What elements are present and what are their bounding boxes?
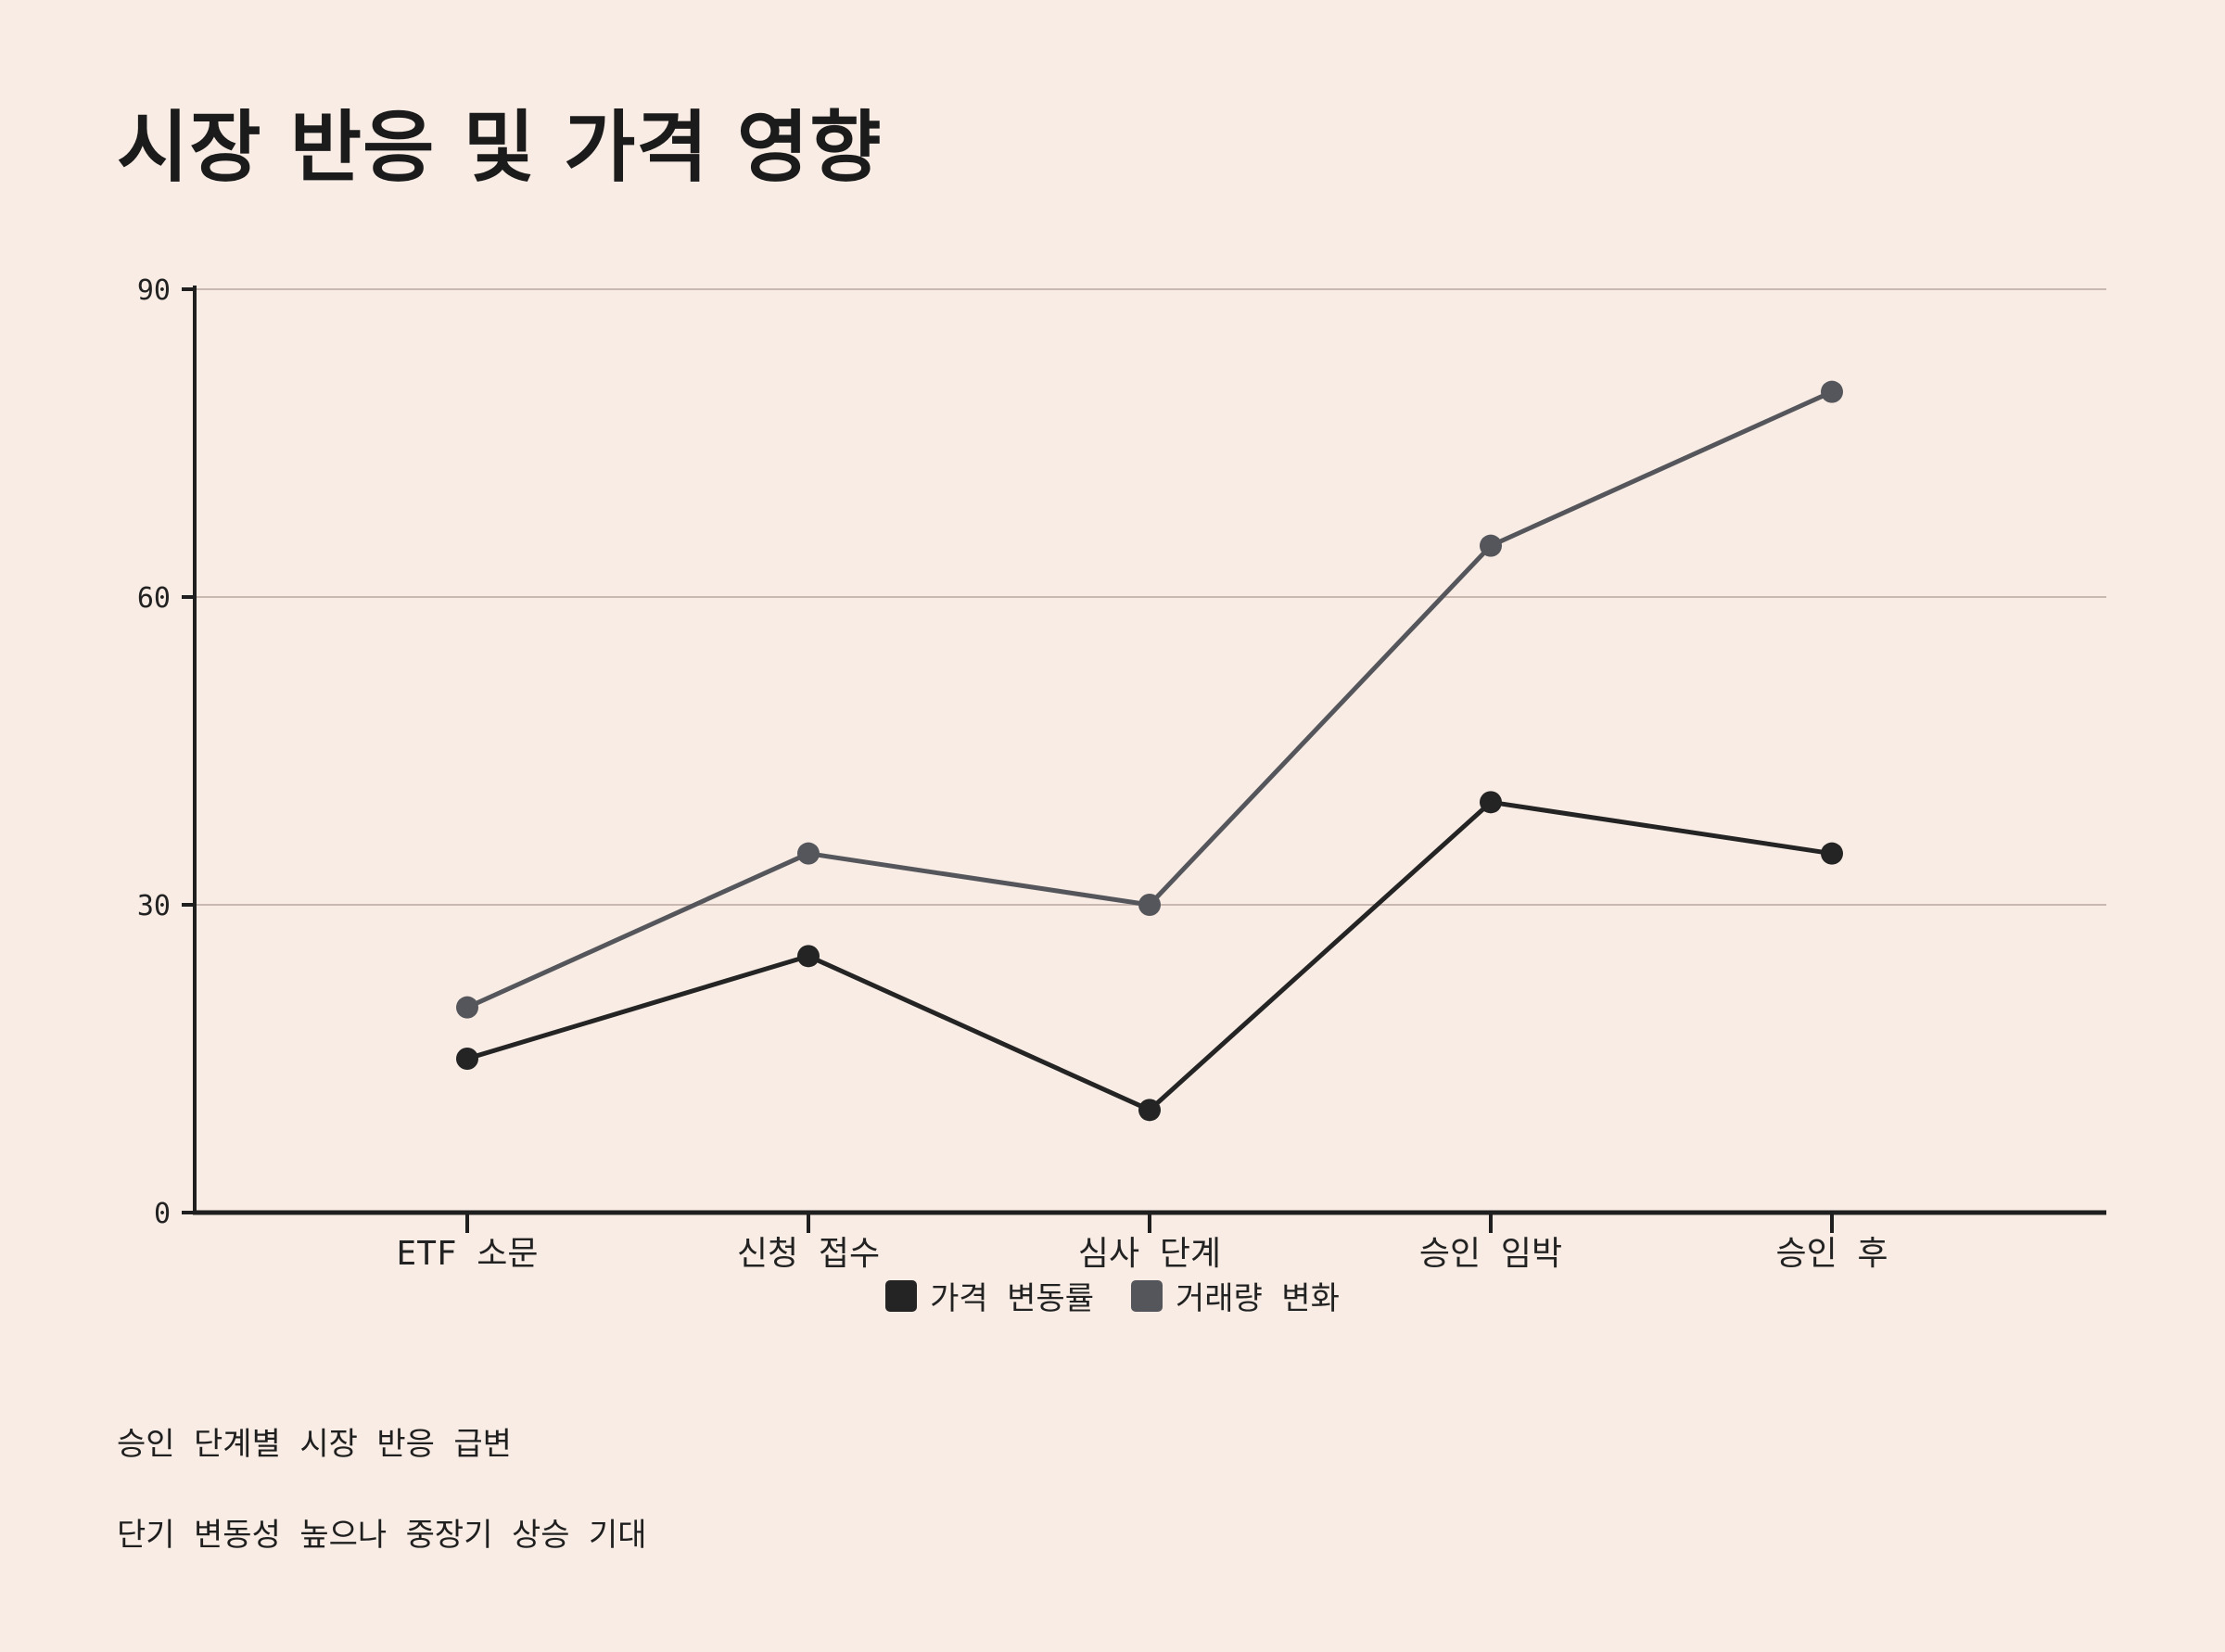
y-tick-label-0: 0 <box>154 1198 171 1230</box>
data-point-price-0 <box>456 1048 478 1070</box>
data-point-volume-2 <box>1138 894 1161 916</box>
x-tick-label-2: 심사 단계 <box>1078 1235 1221 1273</box>
data-point-volume-3 <box>1480 534 1502 557</box>
chart-series <box>456 380 1843 1122</box>
grid-lines <box>195 288 2106 906</box>
legend-label-volume: 거래량 변화 <box>1176 1280 1340 1317</box>
x-tick-label-1: 신청 접수 <box>737 1235 880 1273</box>
legend-label-price: 가격 변동률 <box>930 1280 1094 1317</box>
note-long-term-outlook: 단기 변동성 높으나 중장기 상승 기대 <box>117 1517 647 1554</box>
legend-item-price[interactable]: 가격 변동률 <box>885 1273 1094 1318</box>
series-line-price <box>466 799 1833 1112</box>
legend-swatch-price <box>885 1279 918 1312</box>
y-tick-label-90: 90 <box>137 274 171 307</box>
x-tick-label-0: ETF 소문 <box>397 1235 539 1273</box>
y-tick-label-60: 60 <box>137 582 171 615</box>
chart-legend: 가격 변동률 거래량 변화 <box>0 1273 2225 1318</box>
chart-axes <box>193 286 2106 1215</box>
legend-item-volume[interactable]: 거래량 변화 <box>1131 1273 1340 1318</box>
data-point-price-1 <box>797 945 820 968</box>
y-tick-label-30: 30 <box>137 890 171 922</box>
legend-swatch-volume <box>1131 1279 1163 1312</box>
data-point-volume-0 <box>456 996 478 1019</box>
x-tick-label-4: 승인 후 <box>1775 1235 1888 1273</box>
x-axis-ticks: ETF 소문 신청 접수 심사 단계 승인 임박 승인 후 <box>397 1213 1888 1273</box>
data-point-price-4 <box>1821 842 1843 865</box>
x-tick-label-3: 승인 임박 <box>1419 1235 1562 1273</box>
data-point-price-3 <box>1480 791 1502 814</box>
page-title: 시장 반응 및 가격 영향 <box>117 102 883 193</box>
y-axis-ticks: 0 30 60 90 <box>137 274 195 1230</box>
data-point-price-2 <box>1138 1099 1161 1122</box>
data-point-volume-1 <box>797 842 820 865</box>
data-point-volume-4 <box>1821 380 1843 403</box>
note-approval-reaction: 승인 단계별 시장 반응 급변 <box>117 1426 512 1463</box>
